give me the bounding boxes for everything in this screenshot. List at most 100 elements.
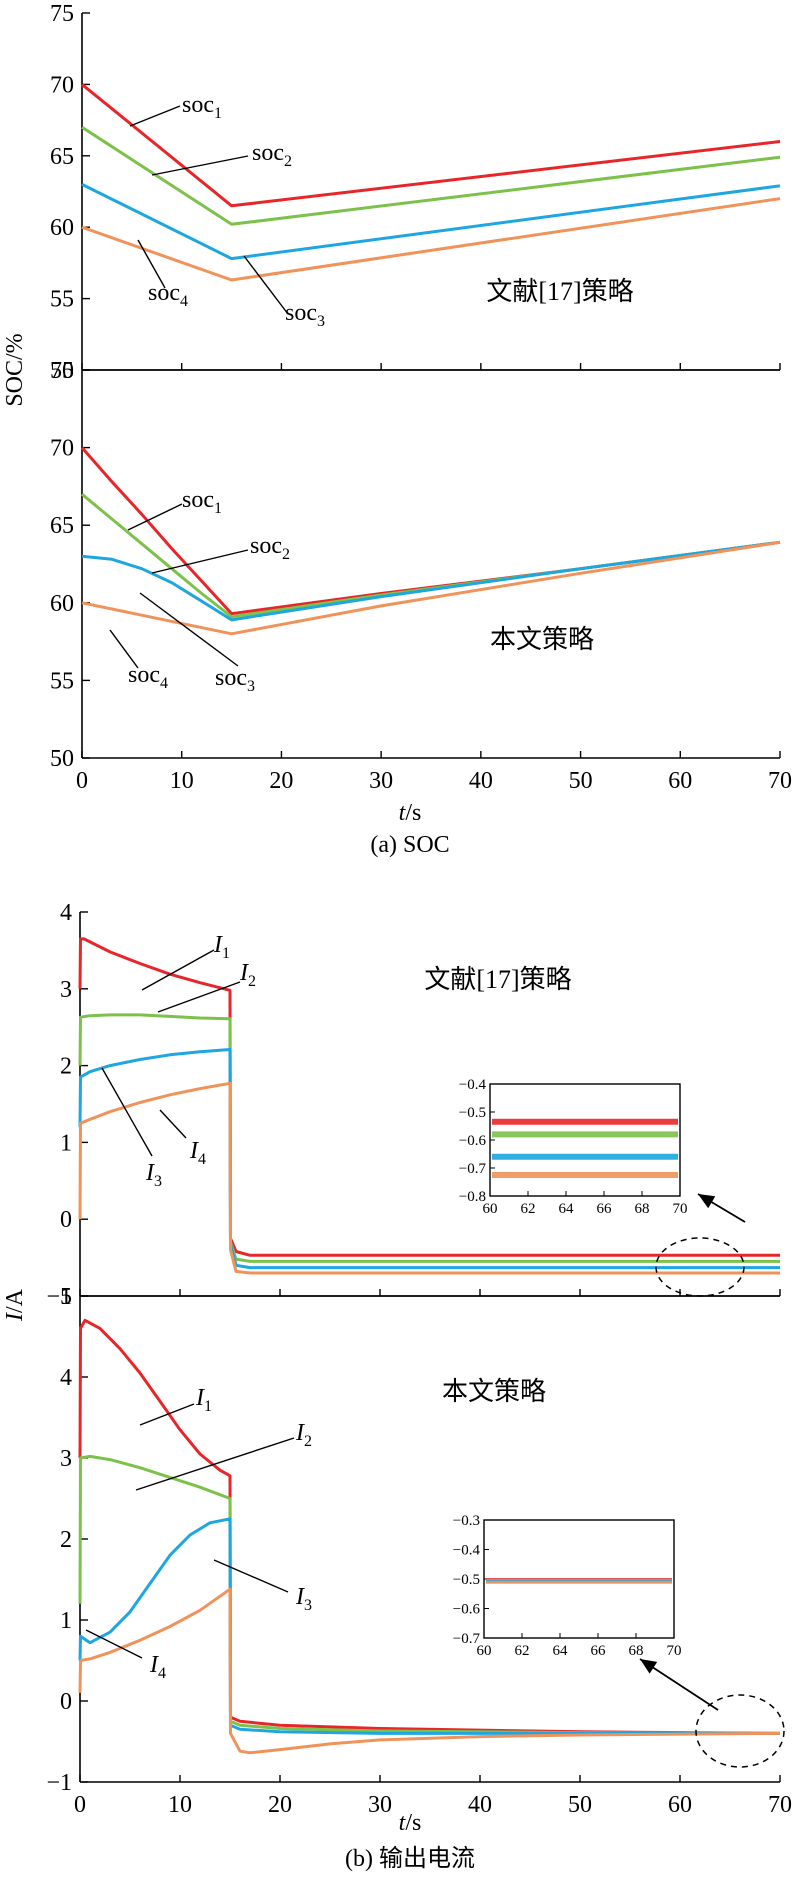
series-label-main: soc <box>250 533 282 559</box>
current-y-label-unit: /A <box>2 1288 28 1313</box>
x-tick-label: 70 <box>768 1792 792 1818</box>
series-line-I2 <box>78 1454 781 1735</box>
label-leader-soc2 <box>151 155 249 176</box>
y-tick-label: 3 <box>60 977 72 1003</box>
series-label-sub: 1 <box>222 945 230 962</box>
series-label-I3: I3 <box>145 1160 162 1190</box>
series-line-I2 <box>78 1013 780 1263</box>
current-x-axis-label: t/s <box>399 1810 422 1836</box>
inset-y-tick-label: −0.6 <box>459 1133 487 1149</box>
inset-chart: −0.3 −0.4 −0.5 −0.6 −0.760 62 64 66 68 70 <box>453 1513 682 1659</box>
series-label-soc1: soc1 <box>182 92 222 122</box>
inset-chart: −0.4 −0.5 −0.6 −0.7 −0.860 62 64 66 68 70 <box>459 1077 688 1217</box>
inset-y-tick-label: −0.8 <box>459 1189 486 1205</box>
series-label-main: soc <box>182 92 214 118</box>
x-tick-label: 40 <box>469 768 493 794</box>
inset-y-tick-label: −0.4 <box>459 1077 487 1093</box>
inset-x-tick-label: 64 <box>553 1643 569 1659</box>
inset-x-tick-label: 68 <box>635 1201 650 1217</box>
series-label-I2: I2 <box>239 960 256 990</box>
series-label-main: soc <box>285 300 317 326</box>
label-leader-soc3 <box>243 255 289 315</box>
x-tick-label: 10 <box>170 768 194 794</box>
label-leader-I2 <box>135 1437 295 1491</box>
inset-y-tick-label: −0.7 <box>459 1161 487 1177</box>
series-label-sub: 3 <box>317 313 325 330</box>
series-label-main: soc <box>148 280 180 306</box>
soc-y-axis-label: SOC/% <box>2 333 28 406</box>
current-x-label-var: t <box>399 1810 407 1836</box>
series-label-sub: 4 <box>158 1665 166 1682</box>
label-leader-soc4 <box>109 629 139 669</box>
series-label-I1: I1 <box>213 932 230 962</box>
current-y-label-var: I <box>2 1312 28 1322</box>
inset-x-tick-label: 66 <box>591 1643 607 1659</box>
zoom-arrow-head <box>640 1659 658 1674</box>
series-label-I4: I4 <box>189 1138 206 1168</box>
y-tick-label: 65 <box>50 513 74 539</box>
inset-frame <box>489 1083 681 1197</box>
x-tick-label: 50 <box>569 768 593 794</box>
series-label-main: I <box>295 1584 305 1610</box>
series-line-soc4 <box>81 197 781 282</box>
y-tick-label: 0 <box>60 1207 72 1233</box>
inset-x-tick-label: 64 <box>559 1201 575 1217</box>
series-label-sub: 4 <box>180 293 188 310</box>
inset-y-tick-label: −0.4 <box>453 1543 481 1559</box>
series-label-main: I <box>239 960 249 986</box>
inset-x-tick-label: 60 <box>483 1201 498 1217</box>
y-tick-label: 2 <box>60 1527 72 1553</box>
label-leader-soc1 <box>127 503 183 531</box>
series-label-I2: I2 <box>295 1420 312 1450</box>
series-label-sub: 2 <box>284 153 292 170</box>
label-leader-I3 <box>213 1559 289 1593</box>
label-leader-I4 <box>85 1629 143 1659</box>
series-label-sub: 1 <box>214 105 222 122</box>
series-label-sub: 4 <box>160 675 168 692</box>
series-label-soc4: soc4 <box>128 662 168 692</box>
series-label-main: I <box>189 1138 199 1164</box>
label-leader-I1 <box>139 1403 195 1426</box>
y-tick-label: 75 <box>50 358 74 384</box>
y-tick-label: 2 <box>60 1054 72 1080</box>
series-label-I1: I1 <box>195 1385 212 1415</box>
y-tick-label: 70 <box>50 72 74 98</box>
label-leader-soc1 <box>129 105 181 127</box>
x-tick-label: 30 <box>369 768 393 794</box>
label-leader-soc4 <box>137 239 166 289</box>
series-label-main: soc <box>252 140 284 166</box>
soc-x-label-var: t <box>399 800 407 826</box>
series-line-soc3 <box>81 183 781 261</box>
soc-x-axis-label: t/s <box>399 800 422 826</box>
x-tick-label: 20 <box>268 1792 292 1818</box>
y-tick-label: 50 <box>50 358 74 384</box>
label-leader-I3 <box>101 1067 153 1157</box>
inset-x-tick-label: 60 <box>477 1643 492 1659</box>
y-tick-label: −1 <box>46 1770 72 1796</box>
y-tick-label: −1 <box>46 1284 72 1310</box>
label-leader-soc2 <box>151 549 249 574</box>
y-tick-label: 0 <box>60 1689 72 1715</box>
x-tick-label: 0 <box>76 768 88 794</box>
caption-b: (b) 输出电流 <box>345 1845 475 1872</box>
soc-x-label-unit: /s <box>405 800 421 826</box>
series-line-soc2 <box>81 125 781 226</box>
series-label-main: I <box>213 932 223 958</box>
y-tick-label: 60 <box>50 215 74 241</box>
series-line-I3 <box>78 1048 780 1270</box>
series-label-main: I <box>145 1160 155 1186</box>
strategy-annotation: 本文策略 <box>490 625 594 654</box>
series-label-main: soc <box>182 487 214 513</box>
y-tick-label: 1 <box>60 1608 72 1634</box>
series-label-I3: I3 <box>295 1584 312 1614</box>
series-label-sub: 1 <box>214 500 222 517</box>
inset-x-tick-label: 62 <box>521 1201 536 1217</box>
x-tick-label: 20 <box>269 768 293 794</box>
inset-y-tick-label: −0.5 <box>453 1572 480 1588</box>
label-leader-I4 <box>159 1109 187 1139</box>
x-tick-label: 60 <box>668 768 692 794</box>
series-line-I1 <box>78 937 780 1257</box>
